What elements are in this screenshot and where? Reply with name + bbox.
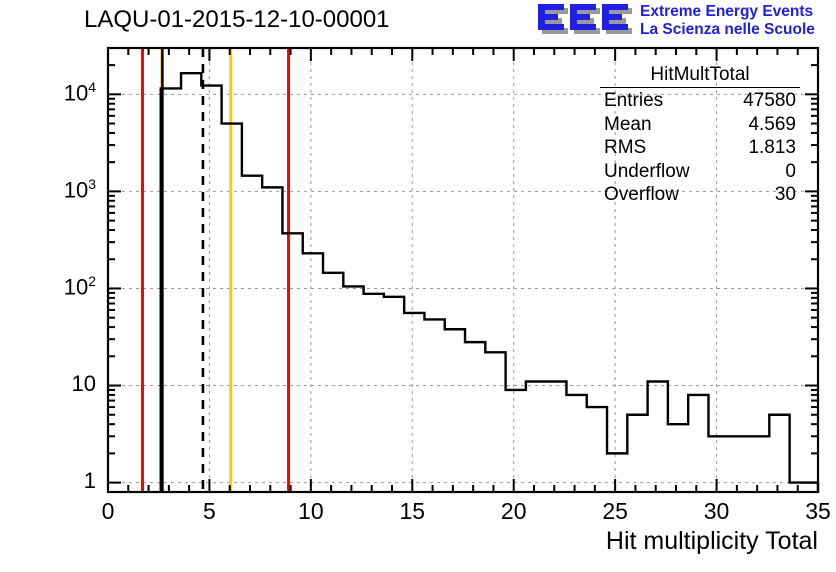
cut-marker-lines [140,48,291,492]
x-tick-label: 10 [298,498,324,524]
stats-box: HitMultTotal Entries 47580 Mean 4.569 RMS 1.8… [600,64,800,207]
eee-logo: Extreme Energy Events La Scienza nelle S… [536,2,832,42]
y-tick-label: 102 [63,273,96,300]
stats-rows: Entries 47580 Mean 4.569 RMS 1.813 Underflow 0 O… [600,89,800,207]
stats-row: Mean 4.569 [600,113,800,137]
eee-logo-text: Extreme Energy Events La Scienza nelle S… [640,3,815,38]
eee-logo-line1: Extreme Energy Events [640,3,814,20]
stats-row: Underflow 0 [600,160,800,184]
stats-key: Underflow [604,160,690,182]
x-tick-label: 35 [805,498,831,524]
histogram-outline [159,72,820,492]
y-tick-label: 10 [71,370,96,396]
axis-frame [106,46,820,494]
stats-value: 1.813 [748,137,796,158]
x-tick-label: 0 [101,498,115,524]
x-tick-label: 5 [203,498,216,524]
y-tick-label: 103 [63,176,96,203]
stats-key: Mean [604,113,652,135]
stats-key: Overflow [604,184,679,205]
stats-value: 30 [774,184,796,205]
stats-value: 4.569 [748,113,796,135]
stats-key: Entries [604,90,664,111]
stats-row: Overflow 30 [600,183,800,207]
page-title: LAQU-01-2015-12-10-00001 [84,6,390,33]
y-tick-label: 104 [63,79,96,106]
x-tick-label: 20 [500,498,527,524]
x-tick-label: 15 [399,498,426,524]
stats-key: RMS [604,137,647,158]
stats-value: 0 [785,160,796,182]
eee-logo-mark [536,2,634,40]
stats-row: Entries 47580 [600,89,800,113]
stats-title: HitMultTotal [600,64,800,88]
eee-logo-line2: La Scienza nelle Scuole [640,20,815,38]
x-tick-label: 25 [602,498,628,524]
x-axis-title: Hit multiplicity Total [605,527,818,555]
stats-row: RMS 1.813 [600,136,800,160]
x-tick-label: 30 [703,498,730,524]
y-tick-label: 1 [83,467,96,493]
stats-value: 47580 [743,90,796,111]
